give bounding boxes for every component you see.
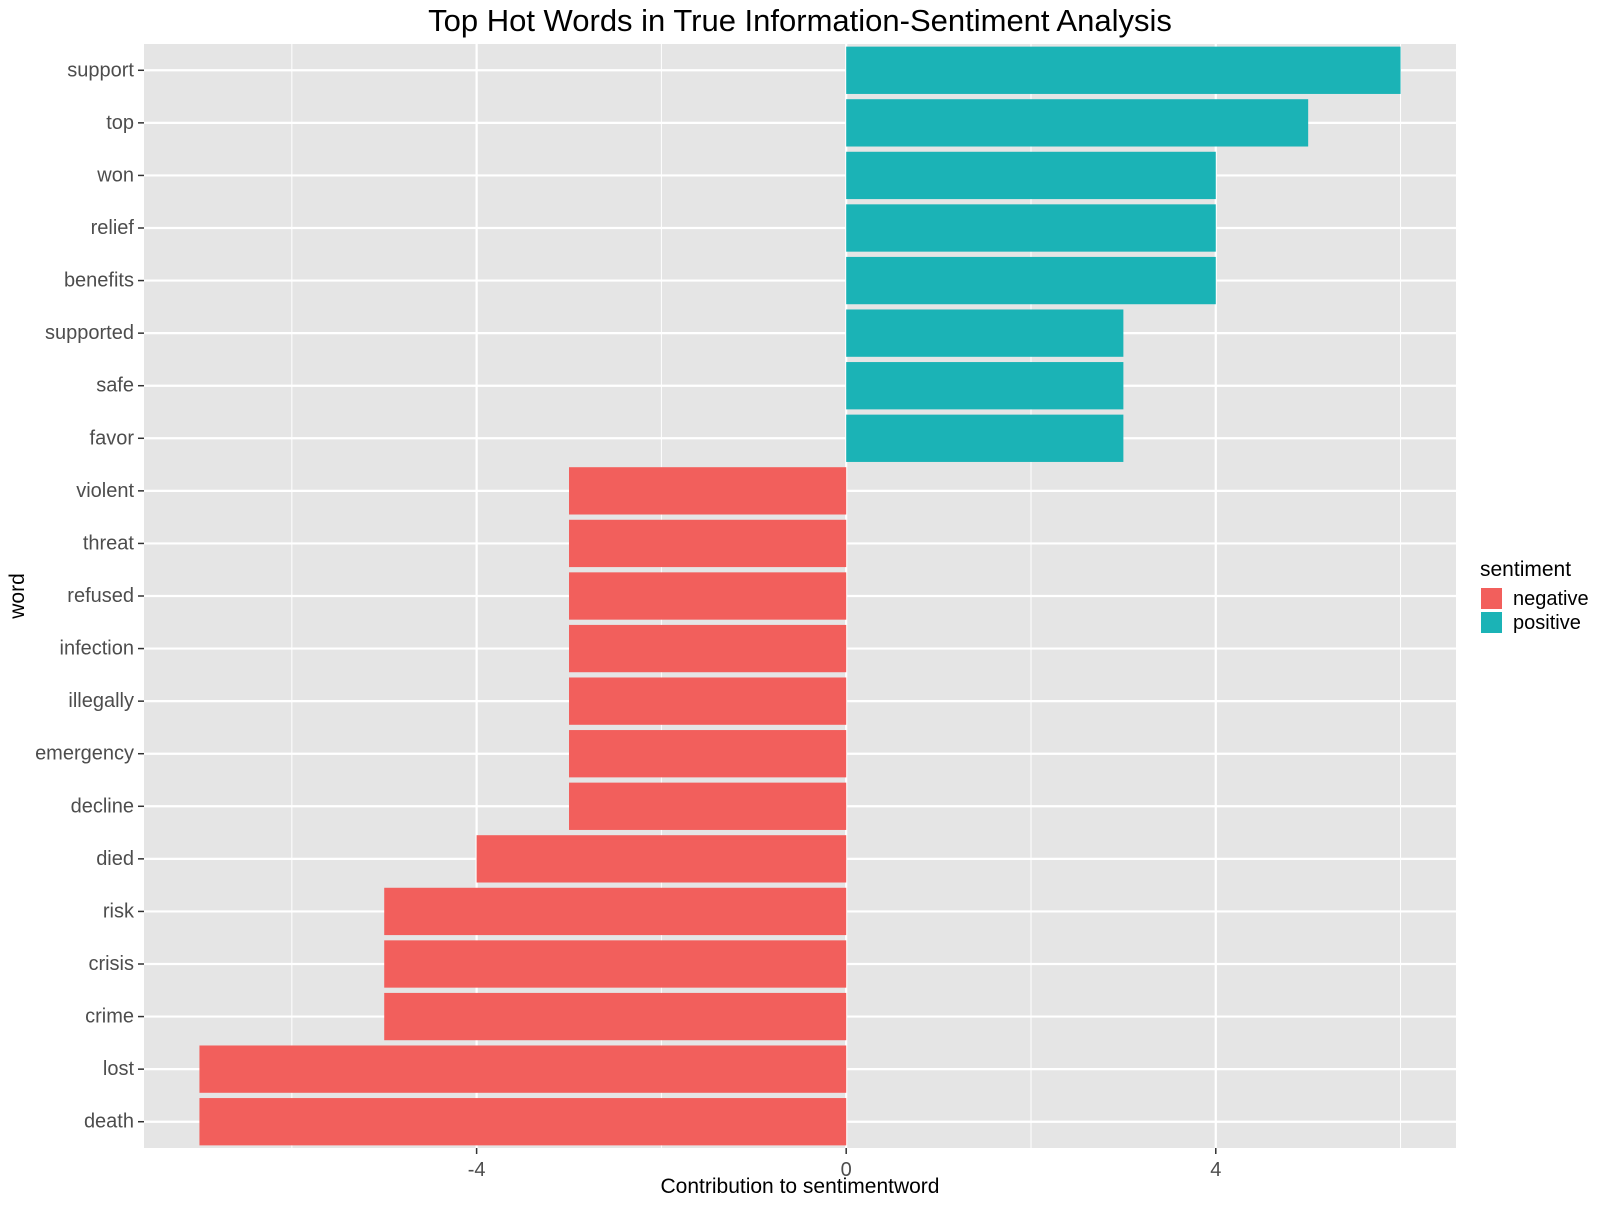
bar-won [846, 151, 1216, 200]
y-tick-label: died [96, 848, 134, 870]
y-axis-title: word [6, 573, 29, 620]
y-tick-label: support [67, 59, 134, 81]
y-tick-label: death [84, 1111, 134, 1133]
bar-lost [199, 1045, 847, 1093]
y-tick-label: safe [96, 375, 134, 397]
bar-support [846, 46, 1401, 94]
bar-safe [846, 362, 1124, 410]
y-tick-label: crisis [88, 953, 134, 975]
y-tick-label: lost [103, 1058, 135, 1080]
bars-layer [199, 46, 1401, 1146]
y-tick-label: crime [85, 1006, 134, 1028]
y-tick-label: illegally [68, 690, 134, 712]
legend-swatch-positive [1481, 612, 1502, 633]
y-tick-label: risk [103, 900, 135, 922]
y-tick-label: won [96, 164, 134, 186]
y-axis: support top won relief benefits supported safe… [35, 59, 144, 1133]
x-axis-title: Contribution to sentimentword [661, 1175, 940, 1198]
y-tick-label: refused [67, 585, 134, 607]
bar-decline [569, 782, 847, 830]
bar-top [846, 99, 1309, 147]
y-tick-label: benefits [64, 270, 134, 292]
bar-refused [569, 572, 847, 620]
bar-died [476, 835, 847, 883]
bar-crisis [384, 940, 847, 988]
y-tick-label: top [106, 112, 134, 134]
bar-threat [569, 519, 847, 568]
y-tick-label: decline [71, 795, 134, 817]
legend-label-negative: negative [1513, 588, 1589, 610]
y-tick-label: relief [91, 217, 135, 239]
legend-title: sentiment [1480, 558, 1571, 581]
bar-favor [846, 414, 1124, 462]
legend-swatch-negative [1481, 588, 1502, 609]
bar-supported [846, 309, 1124, 357]
bar-emergency [569, 730, 847, 778]
x-tick-label: 4 [1210, 1159, 1221, 1181]
y-tick-label: supported [45, 322, 134, 344]
legend-label-positive: positive [1513, 612, 1581, 634]
bar-risk [384, 887, 847, 936]
x-axis: -4 0 4 [468, 1148, 1221, 1181]
y-tick-label: favor [90, 427, 135, 449]
y-tick-label: infection [60, 638, 135, 660]
y-tick-label: threat [83, 532, 135, 554]
bar-violent [569, 467, 847, 515]
bar-infection [569, 624, 847, 673]
chart-title: Top Hot Words in True Information-Sentim… [428, 3, 1172, 38]
x-tick-label: 0 [841, 1159, 852, 1181]
legend: sentiment negative positive [1480, 558, 1589, 634]
bar-crime [384, 992, 847, 1041]
x-tick-label: -4 [468, 1159, 486, 1181]
y-tick-label: emergency [35, 743, 134, 765]
bar-benefits [846, 256, 1216, 305]
bar-illegally [569, 677, 847, 725]
y-tick-label: violent [76, 480, 134, 502]
bar-death [199, 1098, 847, 1146]
bar-relief [846, 204, 1216, 252]
